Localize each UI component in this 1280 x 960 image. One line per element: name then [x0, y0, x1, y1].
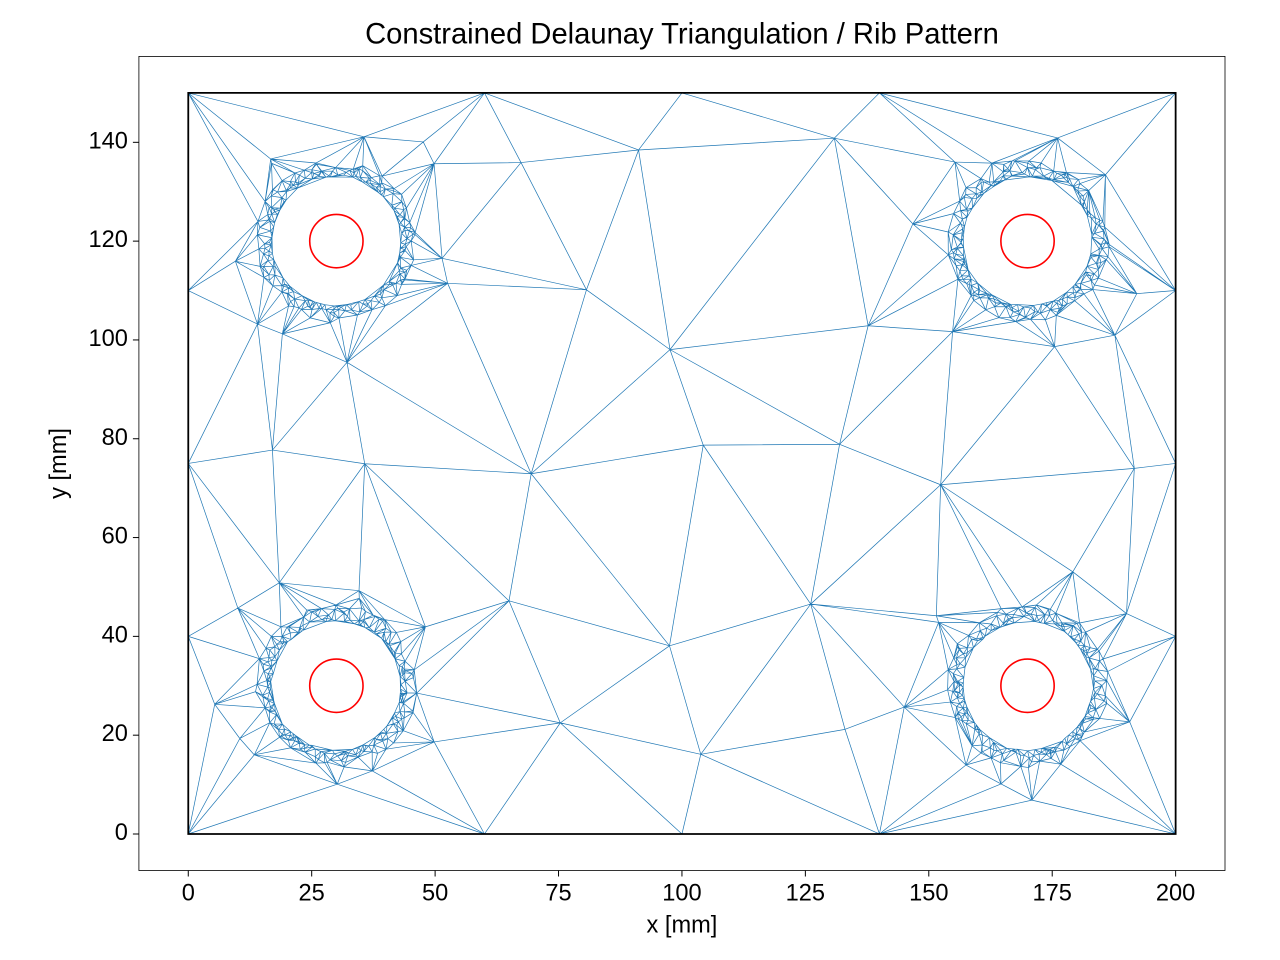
svg-text:120: 120: [88, 227, 127, 253]
svg-text:60: 60: [102, 524, 128, 550]
svg-text:75: 75: [545, 881, 571, 907]
svg-text:100: 100: [662, 881, 701, 907]
svg-text:0: 0: [115, 820, 128, 846]
svg-text:x [mm]: x [mm]: [647, 913, 718, 939]
svg-text:Constrained Delaunay Triangula: Constrained Delaunay Triangulation / Rib…: [365, 19, 999, 51]
svg-text:100: 100: [88, 326, 127, 352]
svg-text:80: 80: [102, 425, 128, 451]
svg-text:125: 125: [786, 881, 825, 907]
svg-text:y [mm]: y [mm]: [46, 428, 72, 499]
svg-text:40: 40: [102, 622, 128, 648]
svg-text:0: 0: [182, 881, 195, 907]
svg-text:20: 20: [102, 721, 128, 747]
svg-text:200: 200: [1156, 881, 1195, 907]
svg-text:50: 50: [422, 881, 448, 907]
svg-text:175: 175: [1033, 881, 1072, 907]
svg-text:150: 150: [909, 881, 948, 907]
svg-text:25: 25: [299, 881, 325, 907]
svg-text:140: 140: [88, 128, 127, 154]
